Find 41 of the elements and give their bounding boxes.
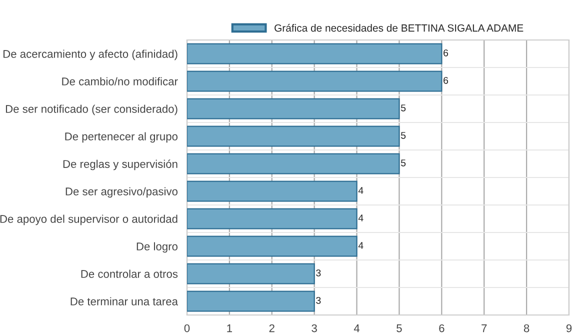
y-tick-label: De pertenecer al grupo [65,132,178,143]
legend-label: Gráfica de necesidades de BETTINA SIGALA ADAME [274,24,524,32]
bar [187,290,315,312]
x-tick-label: 5 [396,324,402,332]
data-label: 5 [401,160,406,166]
y-tick-label: De logro [136,242,178,253]
bar [187,263,315,284]
data-label: 3 [316,269,321,276]
x-tick-label: 9 [566,324,572,332]
bar [187,180,358,202]
data-label: 6 [444,76,448,84]
y-tick-label: De ser agresivo/pasivo [66,187,178,198]
bar [187,236,358,257]
x-tick-label: 4 [354,324,360,332]
x-tick-label: 0 [184,324,190,332]
x-tick-label: 1 [227,324,232,332]
bar [187,43,442,64]
data-label: 4 [358,187,364,194]
data-label: 5 [401,104,406,112]
y-tick-label: De reglas y supervisión [63,160,178,170]
bar [187,153,400,174]
bar [187,70,442,92]
x-tick-label: 3 [312,324,317,332]
x-tick-label: 8 [524,324,530,332]
bar [187,98,400,120]
data-label: 6 [444,49,448,56]
x-tick-label: 6 [439,324,444,332]
data-label: 4 [358,242,364,249]
y-tick-label: De acercamiento y afecto (afinidad) [4,50,178,60]
y-tick-label: De controlar a otros [81,270,178,278]
data-label: 4 [358,214,364,222]
y-tick-label: De cambio/no modificar [62,77,178,86]
bar [187,208,358,230]
y-tick-label: De apoyo del supervisor o autoridad [0,214,178,226]
x-tick-label: 7 [482,324,487,332]
x-tick-label: 2 [269,324,274,332]
data-label: 5 [401,132,406,139]
data-label: 3 [316,296,321,304]
y-tick-label: De terminar una tarea [70,297,178,306]
bar [187,126,400,147]
y-tick-label: De ser notificado (ser considerado) [6,104,178,116]
